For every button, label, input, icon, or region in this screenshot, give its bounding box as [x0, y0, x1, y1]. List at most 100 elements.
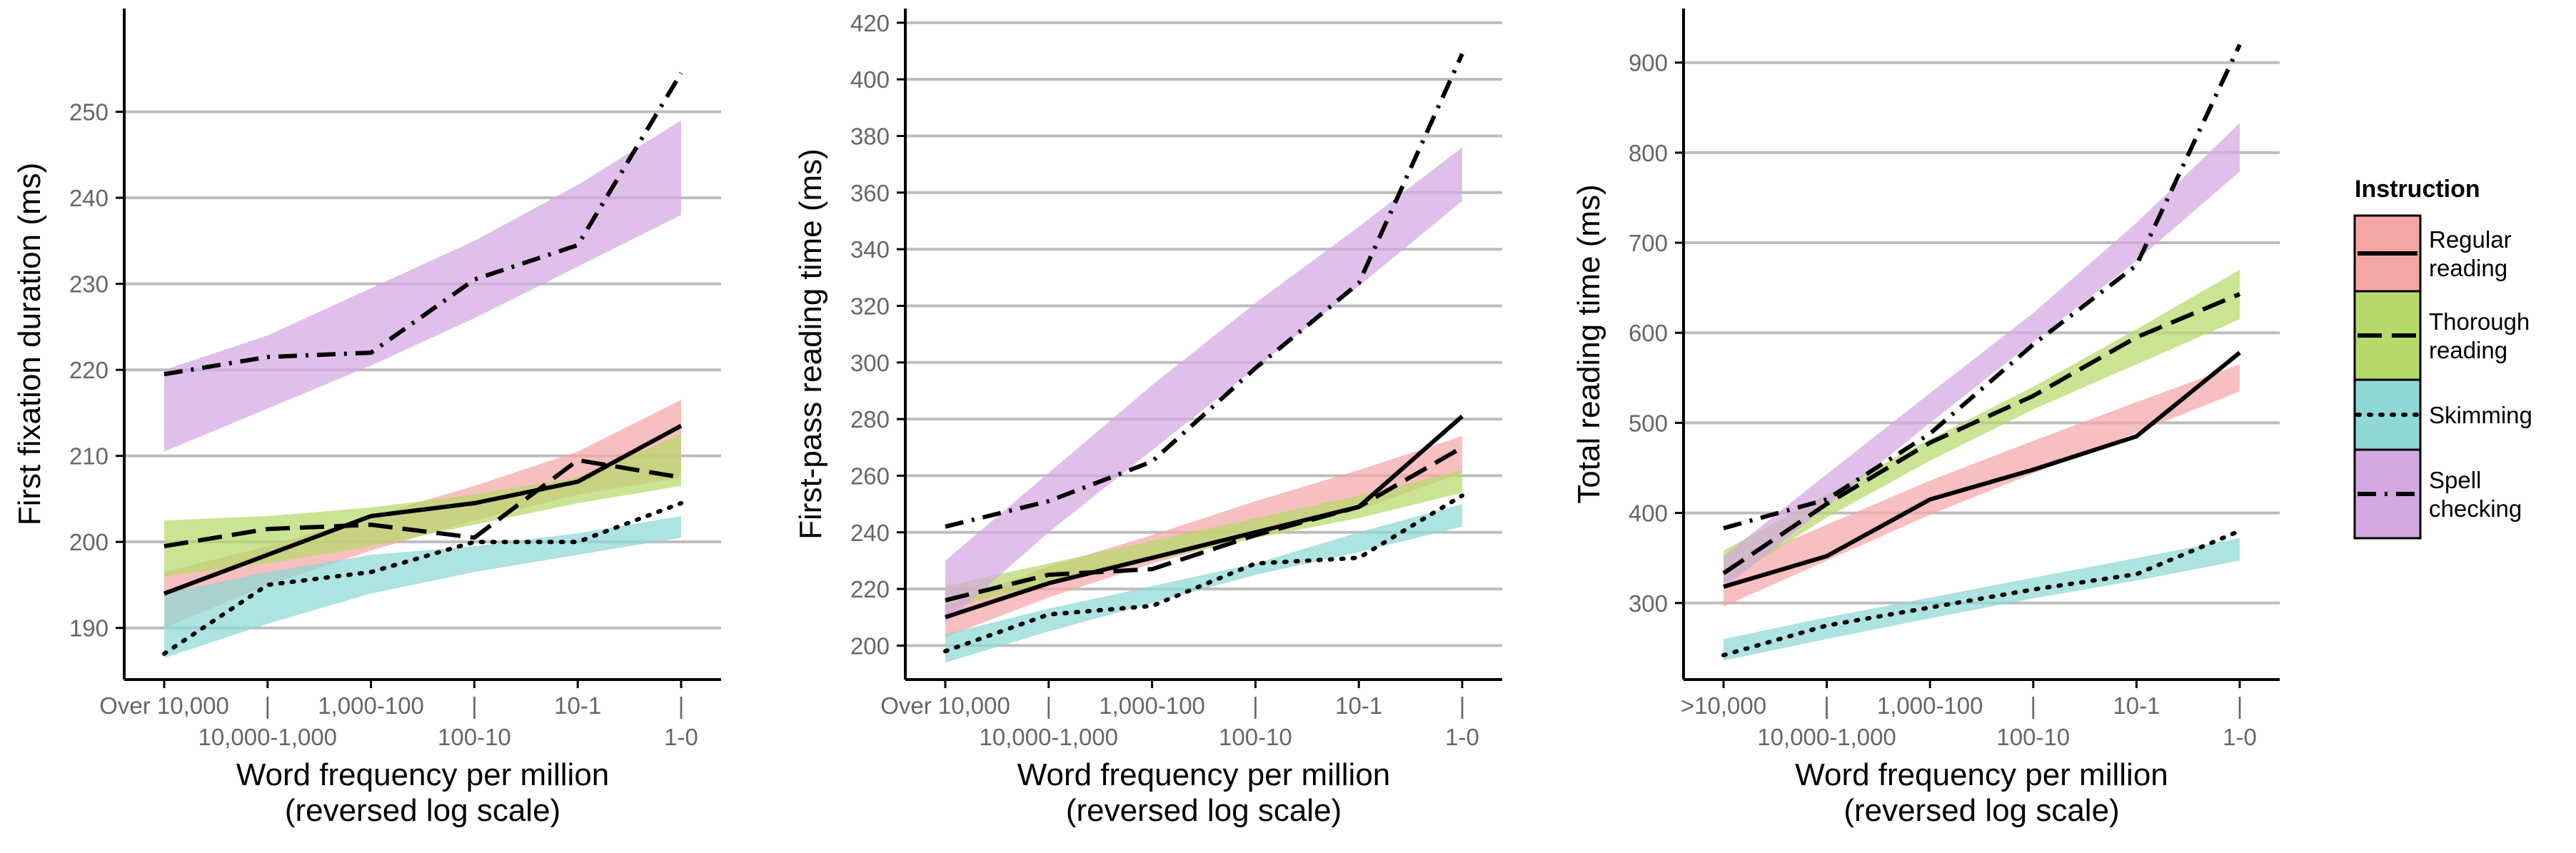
x-tick-label: 1,000-100	[1099, 692, 1205, 719]
x-tick-label: 1-0	[2223, 724, 2257, 750]
y-tick-label: 280	[850, 406, 890, 433]
chart-panel-1: 190 200 210 220 230 240 250 Over 10,000 1,000-10…	[12, 9, 721, 828]
legend-label: Thorough	[2429, 308, 2530, 335]
line-thorough-reading	[945, 445, 1464, 602]
legend-label: Spell	[2429, 467, 2481, 493]
x-tick-label: 100-10	[1219, 724, 1292, 750]
x-tick-label: 1-0	[1445, 724, 1479, 750]
y-tick-label: 400	[1629, 500, 1668, 527]
y-tick-label: 220	[69, 357, 109, 383]
x-tick-label: >10,000	[1681, 692, 1766, 719]
band-thorough-reading	[945, 470, 1462, 609]
line-spell-checking	[945, 53, 1464, 529]
x-tick-separator: |	[265, 692, 271, 719]
line-skimming	[162, 500, 683, 656]
x-tick-label: 10,000-1,000	[1757, 724, 1896, 750]
y-tick-label: 240	[850, 520, 890, 546]
y-axis-label: First-pass reading time (ms)	[793, 148, 828, 540]
y-tick-label: 210	[69, 443, 109, 470]
x-tick-label: 10-1	[2113, 692, 2160, 719]
band-thorough-reading	[1724, 269, 2240, 583]
x-tick-label: 10-1	[554, 692, 601, 719]
x-tick-label: Over 10,000	[880, 692, 1010, 719]
y-tick-label: 700	[1629, 230, 1668, 256]
y-tick-label: 240	[69, 185, 109, 211]
line-regular-reading	[945, 414, 1464, 620]
legend-key	[2353, 378, 2422, 451]
line-regular-reading	[1723, 350, 2241, 589]
x-axis-label: Word frequency per million	[1795, 757, 2168, 792]
y-tick-label: 250	[69, 99, 109, 126]
line-thorough-reading	[1722, 292, 2241, 575]
band-spell-checking	[164, 120, 681, 452]
y-tick-label: 420	[850, 10, 890, 36]
line-spell-checking	[163, 71, 683, 377]
y-tick-label: 600	[1629, 320, 1668, 346]
x-tick-separator: |	[1823, 692, 1830, 719]
x-tick-label: 1,000-100	[318, 692, 424, 719]
x-axis-label: (reversed log scale)	[1843, 793, 2119, 828]
y-tick-label: 190	[69, 615, 109, 642]
x-tick-label: 1-0	[664, 724, 698, 750]
x-tick-label: 100-10	[438, 724, 511, 750]
legend-label: reading	[2429, 255, 2507, 281]
line-thorough-reading	[163, 458, 682, 549]
x-tick-label: 100-10	[1996, 724, 2070, 750]
x-tick-label: 1,000-100	[1877, 692, 1983, 719]
x-tick-label: 10,000-1,000	[980, 724, 1119, 750]
y-tick-label: 320	[850, 293, 890, 319]
y-axis-label: First fixation duration (ms)	[12, 163, 47, 526]
band-thorough-reading	[164, 434, 681, 577]
y-tick-label: 300	[850, 350, 890, 376]
legend-label: reading	[2429, 337, 2507, 363]
line-skimming	[1721, 528, 2242, 657]
legend-title: Instruction	[2355, 176, 2480, 203]
line-regular-reading	[163, 423, 683, 596]
x-tick-separator: |	[2031, 692, 2037, 719]
x-tick-label: 10-1	[1335, 692, 1382, 719]
y-tick-label: 340	[850, 236, 890, 263]
line-spell-checking	[1723, 44, 2242, 530]
y-tick-label: 360	[850, 180, 890, 206]
panels: 190 200 210 220 230 240 250 Over 10,000 1,000-10…	[12, 9, 2280, 828]
y-tick-label: 900	[1629, 50, 1668, 76]
y-tick-label: 220	[850, 576, 890, 602]
legend: InstructionRegularreadingThoroughreading…	[2353, 176, 2532, 540]
y-tick-label: 230	[69, 271, 109, 298]
band-spell-checking	[1724, 123, 2240, 589]
x-axis-label: Word frequency per million	[1017, 757, 1391, 792]
legend-label: checking	[2429, 495, 2522, 522]
y-tick-label: 200	[850, 632, 890, 659]
x-tick-separator: |	[2237, 692, 2243, 719]
y-axis-label: Total reading time (ms)	[1571, 184, 1606, 503]
y-tick-label: 500	[1629, 410, 1668, 436]
x-axis-label: (reversed log scale)	[1066, 793, 1342, 828]
x-tick-separator: |	[471, 692, 478, 719]
band-spell-checking	[945, 147, 1462, 623]
legend-label: Regular	[2429, 226, 2512, 253]
x-tick-label: 10,000-1,000	[198, 724, 338, 750]
band-skimming	[945, 504, 1462, 663]
y-tick-label: 380	[850, 123, 890, 149]
x-tick-separator: |	[678, 692, 685, 719]
y-tick-label: 260	[850, 463, 890, 489]
y-tick-label: 400	[850, 66, 890, 93]
band-skimming	[164, 516, 681, 658]
y-tick-label: 800	[1629, 140, 1668, 166]
line-skimming	[943, 493, 1464, 654]
legend-item-skimming: Skimming	[2353, 378, 2532, 451]
x-tick-separator: |	[1252, 692, 1259, 719]
x-tick-separator: |	[1046, 692, 1052, 719]
chart-panel-3: 300 400 500 600 700 800 900 >10,000 1,000-100 10-…	[1571, 9, 2280, 828]
x-axis-label: (reversed log scale)	[285, 793, 560, 828]
y-tick-label: 200	[69, 529, 109, 555]
legend-label: Skimming	[2429, 402, 2532, 428]
chart-panel-2: 200 220 240 260 280 300 320 340 360 380 400 420 Over…	[793, 9, 1502, 828]
y-tick-label: 300	[1629, 590, 1668, 617]
x-tick-label: Over 10,000	[99, 692, 229, 719]
x-tick-separator: |	[1459, 692, 1466, 719]
